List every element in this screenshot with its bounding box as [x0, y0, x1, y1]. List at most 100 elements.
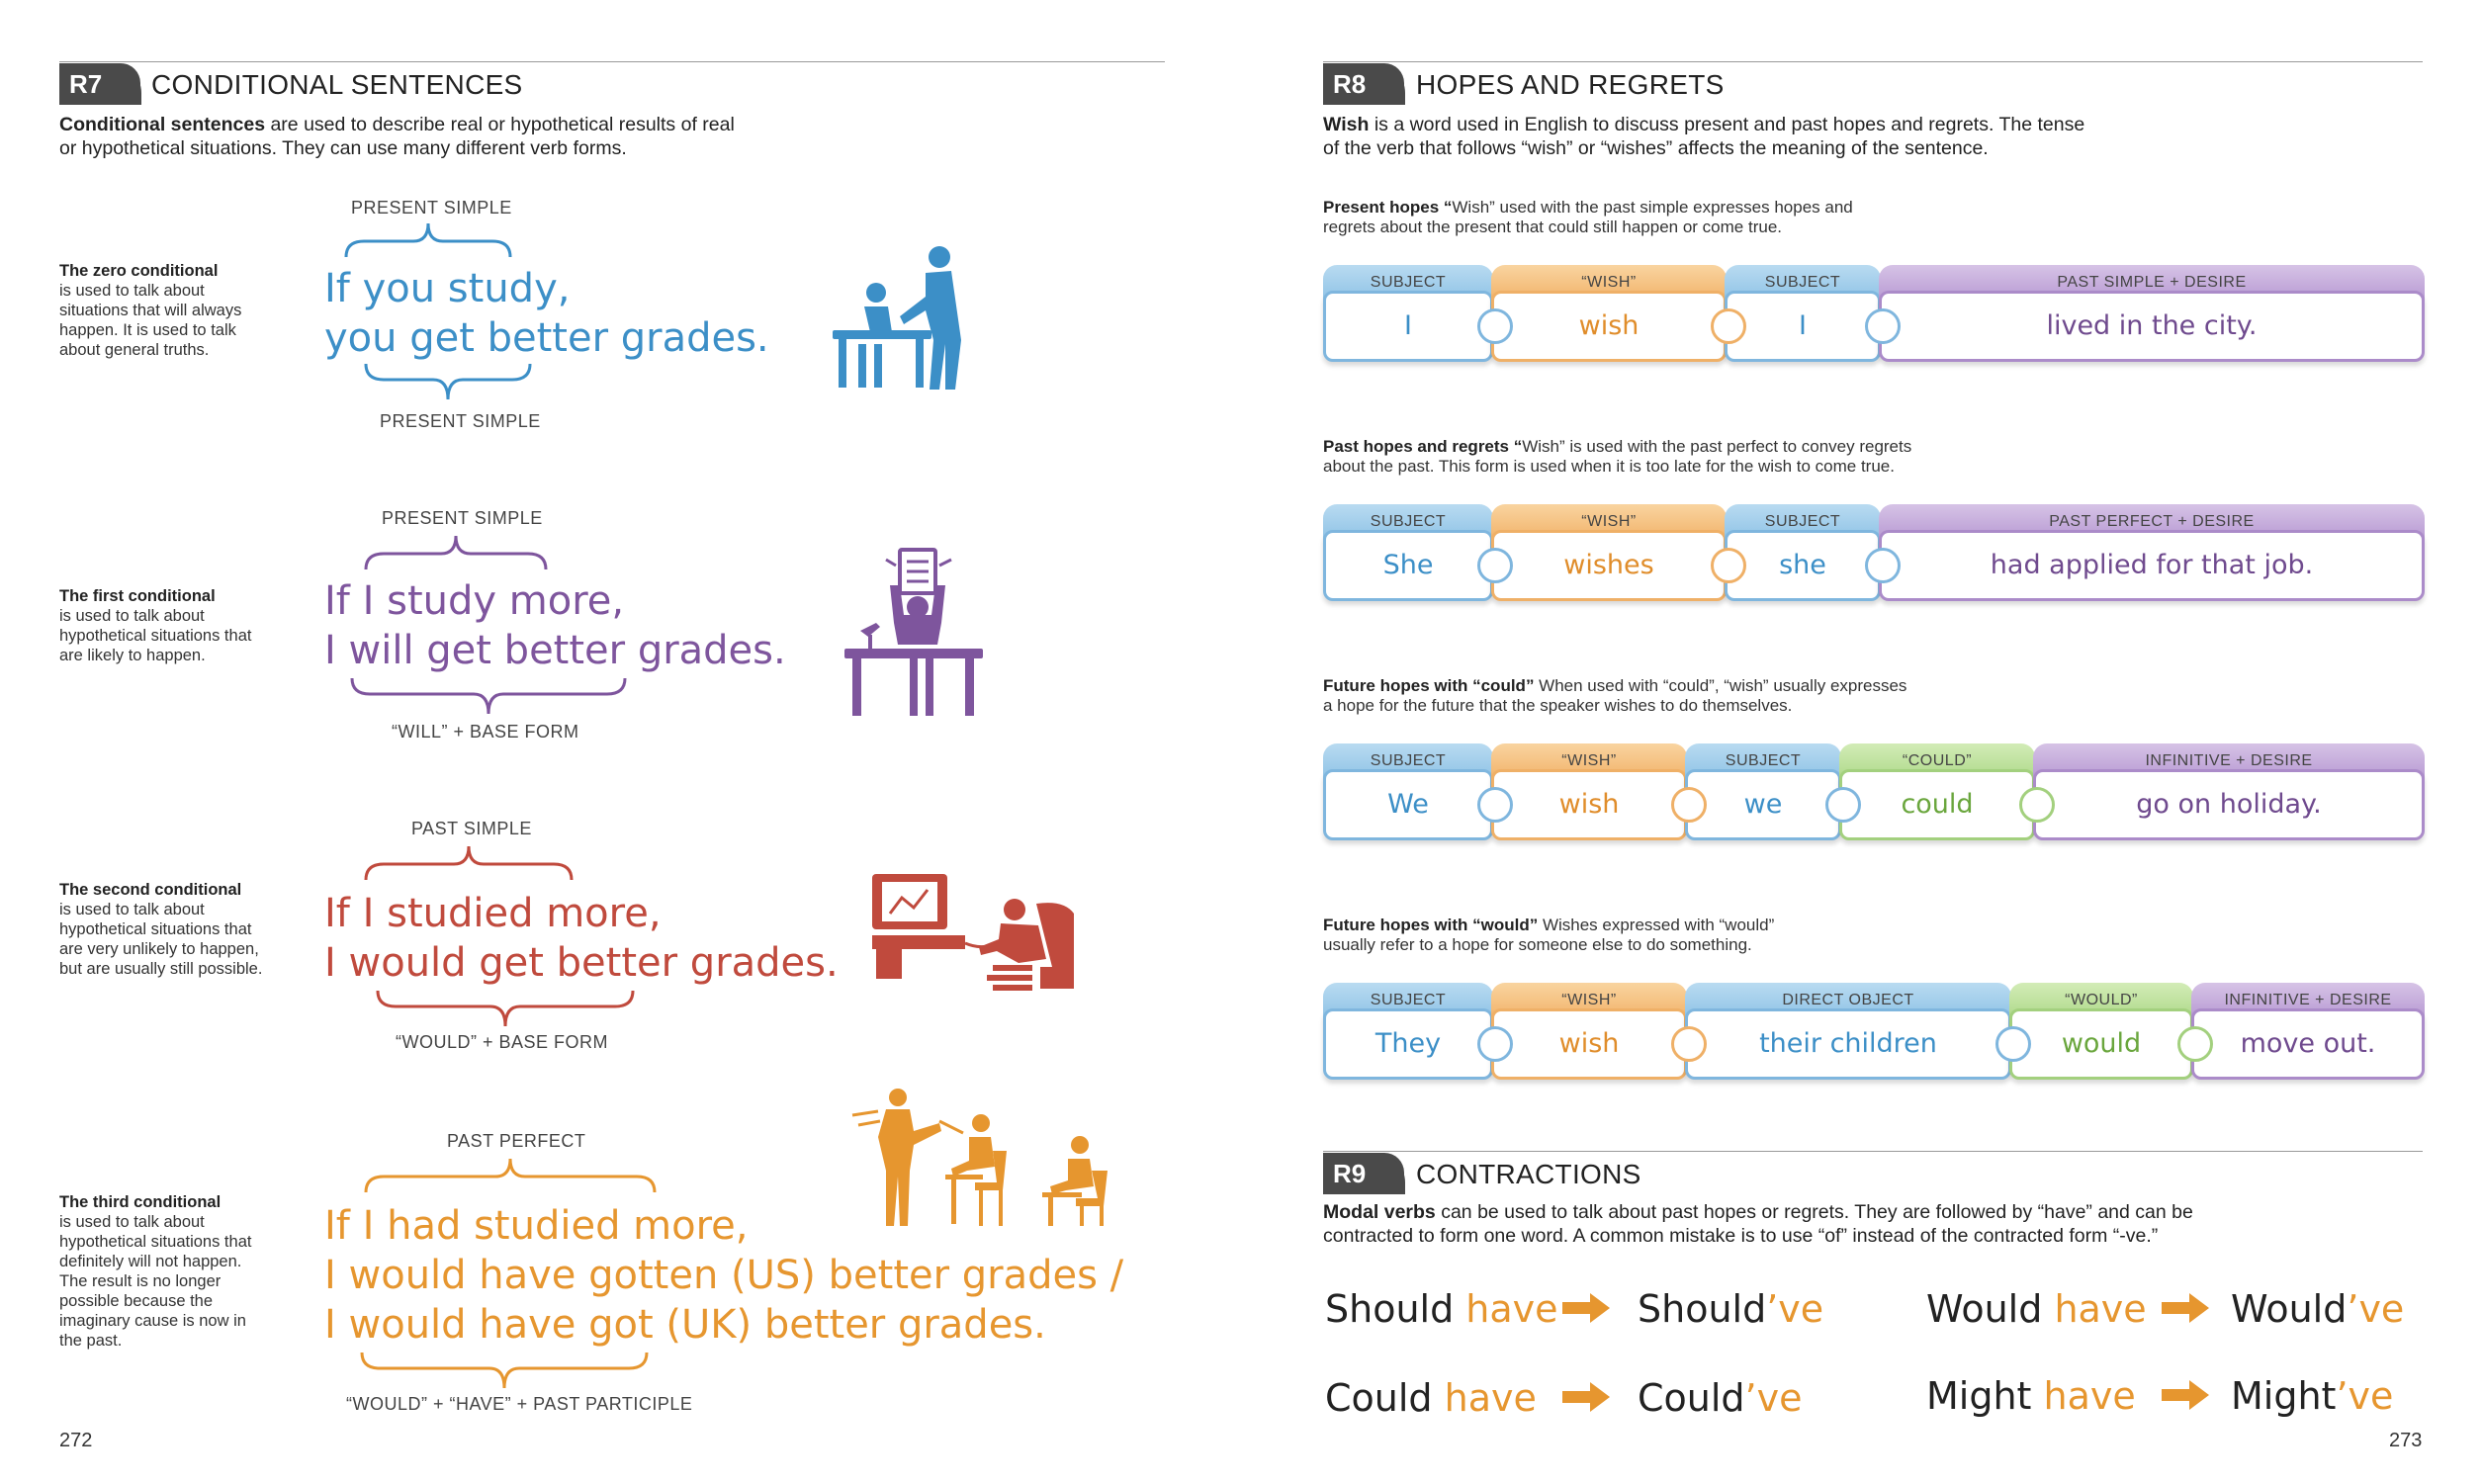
section-title-r7: CONDITIONAL SENTENCES [151, 69, 523, 100]
row2-subject2-word: she [1725, 530, 1881, 601]
third-bottom-brace [360, 1352, 649, 1389]
r8-intro-bold: Wish [1323, 114, 1370, 135]
might-have-modal: Might [1926, 1374, 2032, 1418]
would-arrow-icon [2162, 1293, 2209, 1323]
zero-bottom-brace [364, 363, 532, 400]
third-conditional-heading: The third conditional [59, 1193, 222, 1211]
row3-subject2-piece: SUBJECT we [1685, 743, 1841, 846]
third-line2: I would have gotten (US) better grades / [324, 1253, 1124, 1298]
row4-heading-rest: Wishes expressed with “would” [1538, 916, 1775, 934]
row1-heading-rest: Wish” used with the past simple expresse… [1452, 198, 1853, 217]
second-conditional-note: The second conditional is used to talk a… [59, 880, 267, 979]
row4-wish-word: wish [1491, 1008, 1687, 1080]
could-have-modal: Could [1325, 1376, 1433, 1420]
row2-past-perfect-piece: PAST PERFECT + DESIRE had applied for tha… [1879, 504, 2425, 607]
top-rule-right [1323, 61, 2423, 62]
should-have-modal: Should [1325, 1287, 1455, 1331]
row3-knob-1 [1477, 787, 1513, 823]
shouldve-ve: ’ve [1766, 1287, 1824, 1331]
row3-heading-bold: Future hopes with “could” [1323, 676, 1535, 695]
might-arrow-icon [2162, 1380, 2209, 1410]
r7-intro-bold: Conditional sentences [59, 114, 266, 135]
should-have: Should have [1325, 1287, 1558, 1331]
row1-past-simple-piece: PAST SIMPLE + DESIRE lived in the city. [1879, 265, 2425, 368]
first-top-brace [364, 535, 548, 570]
second-bottom-brace [376, 990, 635, 1027]
second-bottom-label: “WOULD” + BASE FORM [396, 1032, 609, 1052]
row4-knob-2 [1671, 1026, 1707, 1062]
r9-intro-bold: Modal verbs [1323, 1201, 1436, 1223]
second-conditional-text: is used to talk about hypothetical situa… [59, 901, 263, 978]
student-reading-icon [844, 548, 983, 716]
page-number-right: 273 [2389, 1430, 2423, 1451]
row1-heading-bold: Present hopes “ [1323, 198, 1453, 217]
row1-heading-line2: regrets about the present that could sti… [1323, 218, 1782, 236]
row4-heading-line2: usually refer to a hope for someone else… [1323, 935, 1752, 954]
first-conditional-note: The first conditional is used to talk ab… [59, 586, 267, 665]
would-have-modal: Would [1926, 1287, 2043, 1331]
zero-line1: If you study, [324, 266, 571, 311]
row1-knob-1 [1477, 308, 1513, 344]
second-conditional-heading: The second conditional [59, 881, 242, 899]
row4-subject-piece: SUBJECT They [1323, 983, 1493, 1086]
row3-knob-3 [1825, 787, 1861, 823]
row2-past-perfect-word: had applied for that job. [1879, 530, 2425, 601]
row2-wish-piece: “WISH” wishes [1491, 504, 1727, 607]
wouldve-base: Would [2231, 1287, 2348, 1331]
zero-line2: you get better grades. [324, 315, 769, 361]
top-rule-left [59, 61, 1165, 62]
couldve-base: Could [1638, 1376, 1745, 1420]
teacher-and-students-icon [851, 1089, 1108, 1226]
couldve-ve: ’ve [1744, 1376, 1803, 1420]
row3-heading-rest: When used with “could”, “wish” usually e… [1534, 676, 1907, 695]
would-have: Would have [1926, 1287, 2147, 1331]
row1-subject2-word: I [1725, 291, 1881, 362]
would-have-have: have [2042, 1287, 2147, 1331]
should-have-have: have [1454, 1287, 1558, 1331]
student-computer-icon [872, 874, 1074, 991]
second-line2: I would get better grades. [324, 940, 839, 986]
row2-knob-3 [1865, 548, 1901, 583]
r9-intro: Modal verbs can be used to talk about pa… [1323, 1200, 2421, 1248]
row3-wish-piece: “WISH” wish [1491, 743, 1687, 846]
first-top-label: PRESENT SIMPLE [382, 508, 543, 528]
mightve: Might’ve [2231, 1374, 2393, 1418]
row2-subject-piece: SUBJECT She [1323, 504, 1493, 607]
row3-infinitive-piece: INFINITIVE + DESIRE go on holiday. [2033, 743, 2425, 846]
row1-past-simple-word: lived in the city. [1879, 291, 2425, 362]
row2-subject-word: She [1323, 530, 1493, 601]
row1-knob-3 [1865, 308, 1901, 344]
row2-heading: Past hopes and regrets “Wish” is used wi… [1323, 437, 1911, 477]
might-have: Might have [1926, 1374, 2136, 1418]
could-have: Could have [1325, 1376, 1537, 1420]
first-bottom-brace [350, 677, 627, 715]
row3-subject-piece: SUBJECT We [1323, 743, 1493, 846]
row1-subject-word: I [1323, 291, 1493, 362]
third-top-brace [364, 1158, 657, 1193]
row2-heading-bold: Past hopes and regrets “ [1323, 437, 1523, 456]
row4-would-piece: “WOULD” would [2009, 983, 2193, 1086]
row4-heading-bold: Future hopes with “would” [1323, 916, 1539, 934]
row3-infinitive-word: go on holiday. [2033, 769, 2425, 840]
row2-heading-line2: about the past. This form is used when i… [1323, 457, 1895, 476]
row1-subject-piece: SUBJECT I [1323, 265, 1493, 368]
first-conditional-text: is used to talk about hypothetical situa… [59, 607, 252, 664]
row3-heading: Future hopes with “could” When used with… [1323, 676, 1906, 716]
row2-knob-2 [1711, 548, 1746, 583]
couldve: Could’ve [1638, 1376, 1803, 1420]
r9-rule [1323, 1151, 2423, 1152]
zero-conditional-note: The zero conditional is used to talk abo… [59, 261, 267, 360]
second-line1: If I studied more, [324, 891, 662, 936]
row2-knob-1 [1477, 548, 1513, 583]
row4-subject-word: They [1323, 1008, 1493, 1080]
mightve-ve: ’ve [2336, 1374, 2394, 1418]
row1-subject2-piece: SUBJECT I [1725, 265, 1881, 368]
third-top-label: PAST PERFECT [447, 1131, 586, 1151]
first-line2: I will get better grades. [324, 628, 786, 673]
could-arrow-icon [1562, 1382, 1610, 1412]
second-top-brace [364, 845, 574, 881]
students-studying-icon [833, 246, 961, 390]
row2-heading-rest: Wish” is used with the past perfect to c… [1522, 437, 1912, 456]
third-conditional-note: The third conditional is used to talk ab… [59, 1192, 267, 1351]
wouldve: Would’ve [2231, 1287, 2404, 1331]
